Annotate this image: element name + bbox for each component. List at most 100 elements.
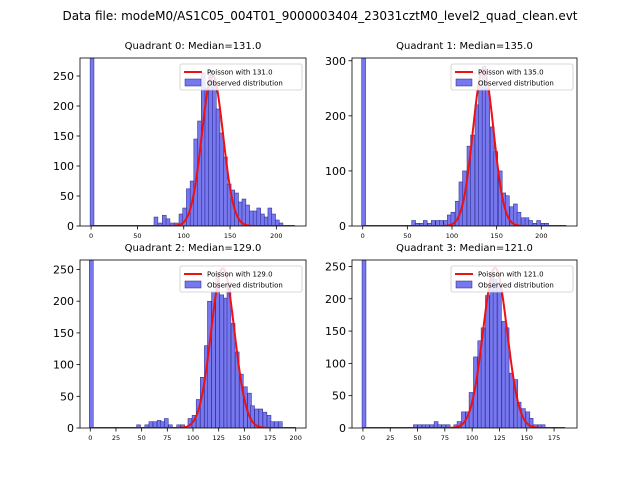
x-tick-label: 200 <box>290 434 302 442</box>
histogram-bar <box>263 216 269 226</box>
quadrant-2-title: Quadrant 2: Median=129.0 <box>125 243 262 254</box>
histogram-bar <box>516 211 522 226</box>
x-tick-label: 125 <box>493 434 505 442</box>
histogram-bar <box>241 198 247 226</box>
histogram-bar <box>200 72 206 226</box>
histogram-bar <box>361 58 366 226</box>
histogram-bar <box>219 294 224 428</box>
histogram-bar <box>256 207 261 226</box>
legend-label-observed: Observed distribution <box>478 282 554 290</box>
poisson-curve <box>90 267 296 428</box>
histogram-bar <box>207 300 212 428</box>
y-tick-label: 0 <box>339 422 346 435</box>
legend-label-poisson: Poisson with 129.0 <box>207 271 273 279</box>
histogram-bar <box>136 424 141 428</box>
x-tick-label: 50 <box>403 232 411 240</box>
quadrant-3-plot-area <box>361 260 565 428</box>
quadrant-2-plot-area <box>89 260 296 428</box>
histogram-bar <box>249 210 254 226</box>
y-tick-label: 0 <box>339 220 346 233</box>
quadrant-1-plot-area <box>361 58 567 226</box>
histogram-bar <box>492 279 498 428</box>
histogram-bar <box>485 295 490 428</box>
x-tick-label: 25 <box>112 434 120 442</box>
y-tick-label: 150 <box>53 327 74 340</box>
x-tick-label: 150 <box>238 434 250 442</box>
y-tick-label: 100 <box>53 160 74 173</box>
histogram-bar <box>267 207 273 226</box>
x-tick-label: 50 <box>413 434 421 442</box>
x-tick-label: 50 <box>133 232 141 240</box>
quadrant-1-panel: Quadrant 1: Median=135.0 0 50 100 150 200 0 100… <box>325 41 578 240</box>
histogram-bar <box>164 418 169 428</box>
quadrant-0-panel: Quadrant 0: Median=131.0 0 50 100 150 200 0 50 1… <box>53 41 307 240</box>
y-tick-label: 300 <box>325 55 346 68</box>
histogram-bar <box>361 260 367 428</box>
legend-box <box>450 265 574 293</box>
histogram-bar <box>497 282 502 428</box>
quadrant-3-panel: Quadrant 3: Median=121.0 0 25 50 75 100 125 150… <box>325 243 578 442</box>
x-tick-label: 0 <box>89 232 93 240</box>
histogram-bar <box>165 218 171 226</box>
histogram-bar <box>215 108 221 226</box>
legend-label-poisson: Poisson with 121.0 <box>478 271 544 279</box>
x-tick-label: 100 <box>178 232 190 240</box>
histogram-bar <box>260 213 265 226</box>
x-tick-label: 200 <box>270 232 282 240</box>
quadrant-1-legend: Poisson with 135.0 Observed distribution <box>450 63 574 91</box>
x-tick-label: 175 <box>264 434 276 442</box>
histogram-bar <box>245 204 250 226</box>
histogram-bar <box>258 408 264 428</box>
y-tick-label: 0 <box>67 422 74 435</box>
histogram-bar <box>162 214 167 226</box>
figure-title: Data file: modeM0/AS1C05_004T01_90000034… <box>62 9 577 23</box>
y-tick-label: 0 <box>67 220 74 233</box>
x-tick-label: 75 <box>163 434 171 442</box>
x-tick-label: 200 <box>535 232 547 240</box>
legend-box <box>179 63 303 91</box>
y-tick-label: 200 <box>325 110 346 123</box>
y-tick-label: 200 <box>325 293 346 306</box>
legend-label-poisson: Poisson with 135.0 <box>478 69 544 77</box>
y-tick-label: 100 <box>53 359 74 372</box>
histogram-bar <box>271 213 276 226</box>
x-tick-label: 125 <box>212 434 224 442</box>
x-tick-label: 175 <box>548 434 560 442</box>
y-tick-label: 200 <box>53 100 74 113</box>
x-tick-label: 50 <box>137 434 145 442</box>
y-tick-label: 250 <box>53 264 74 277</box>
poisson-curve <box>91 73 295 226</box>
legend-bar-swatch <box>455 78 473 87</box>
histogram-bar <box>219 132 224 226</box>
legend-label-poisson: Poisson with 131.0 <box>207 69 273 77</box>
quadrant-0-title: Quadrant 0: Median=131.0 <box>125 41 262 52</box>
legend-bar-swatch <box>455 280 473 289</box>
quadrant-1-title: Quadrant 1: Median=135.0 <box>396 41 533 52</box>
quadrant-3-title: Quadrant 3: Median=121.0 <box>396 243 533 254</box>
histogram-bar <box>212 81 217 226</box>
histogram-bar <box>168 424 173 428</box>
y-tick-label: 100 <box>325 357 346 370</box>
histogram-bar <box>439 220 444 226</box>
histogram-bar <box>431 220 436 226</box>
quadrant-1-axes-frame <box>351 57 578 227</box>
x-tick-label: 75 <box>441 434 449 442</box>
histogram-bar <box>528 220 533 226</box>
y-tick-label: 250 <box>53 70 74 83</box>
legend-box <box>179 265 303 293</box>
histogram-bar <box>423 220 428 226</box>
x-tick-label: 150 <box>224 232 236 240</box>
legend-label-observed: Observed distribution <box>207 80 283 88</box>
legend-bar-swatch <box>184 280 202 289</box>
y-tick-label: 200 <box>53 295 74 308</box>
x-tick-label: 150 <box>521 434 533 442</box>
histogram-bar <box>509 372 514 428</box>
y-tick-label: 50 <box>60 390 74 403</box>
x-tick-label: 0 <box>88 434 92 442</box>
legend-box <box>450 63 574 91</box>
histogram-bar <box>262 411 268 428</box>
legend-label-observed: Observed distribution <box>207 282 283 290</box>
quadrant-0-axes-frame <box>79 57 307 227</box>
histogram-bar <box>153 216 159 226</box>
